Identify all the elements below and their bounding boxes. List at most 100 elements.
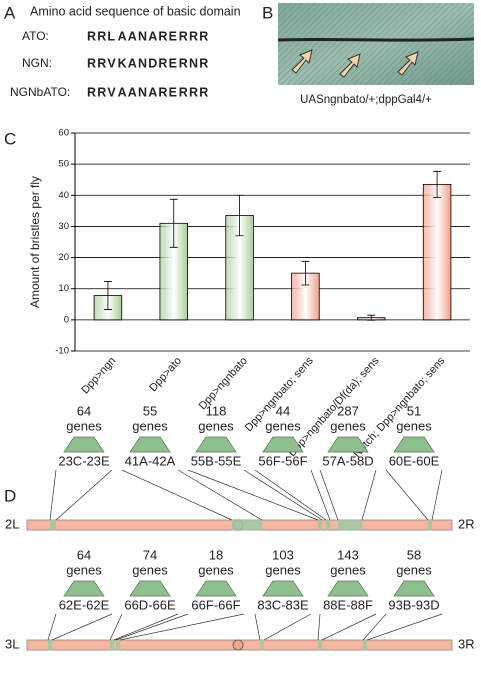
panel-letter: D (4, 486, 16, 505)
residue: R (189, 29, 198, 43)
residue: R (97, 85, 106, 99)
connector (310, 469, 331, 521)
connector (361, 469, 377, 521)
y-axis-label: Amount of bristles per fly (28, 176, 42, 308)
residue: R (189, 85, 198, 99)
arm-label: 3L (5, 636, 19, 651)
panel-letter: C (4, 129, 16, 148)
connector (47, 613, 57, 641)
connector (321, 613, 377, 641)
gene-count: 74 (143, 547, 157, 562)
connector (121, 469, 233, 521)
sequence-name: NGNbATO: (10, 85, 70, 99)
wing-image (277, 3, 475, 85)
region-label: 41A-42A (125, 453, 176, 468)
region-band (363, 640, 367, 650)
connector (263, 613, 312, 641)
residue: R (158, 29, 167, 43)
region-label: 83C-83E (257, 597, 309, 612)
region-band (48, 640, 52, 650)
gene-count: 44 (276, 403, 290, 418)
cluster-shape (327, 436, 369, 453)
region-label: 66F-66F (191, 597, 240, 612)
gene-unit: genes (132, 418, 168, 433)
connector (113, 613, 179, 641)
region-band (318, 520, 322, 530)
error-bar (433, 170, 442, 198)
arm-label: 2R (458, 516, 475, 531)
residue: A (148, 29, 157, 43)
gene-count: 103 (272, 547, 294, 562)
sequence-name: NGN: (22, 56, 52, 70)
y-tick-label: 20 (58, 252, 69, 263)
connector (366, 613, 443, 641)
region-band (326, 520, 330, 530)
connector (385, 469, 429, 521)
gene-count: 287 (337, 403, 359, 418)
connector (119, 613, 245, 641)
gene-unit: genes (265, 562, 301, 577)
connector (177, 469, 263, 521)
region-band (338, 520, 362, 530)
connector (115, 613, 189, 641)
residue: A (128, 29, 137, 43)
y-tick-label: 30 (58, 221, 69, 232)
gene-unit: genes (330, 562, 366, 577)
cluster-shape (129, 580, 171, 597)
gene-unit: genes (396, 562, 432, 577)
cluster-shape (393, 436, 435, 453)
arm-label: 3R (458, 636, 475, 651)
region-label: 62E-62E (59, 597, 110, 612)
region-label: 23C-23E (58, 453, 110, 468)
region-label: 88E-88F (323, 597, 373, 612)
region-band (318, 640, 322, 650)
residue: R (199, 56, 208, 70)
caption: UASngnbato/+;dppGal4/+ (300, 94, 432, 106)
residue: V (107, 85, 116, 99)
gene-unit: genes (66, 418, 102, 433)
residue: A (118, 29, 127, 43)
y-tick-label: 50 (58, 159, 69, 170)
y-tick-label: 40 (58, 190, 69, 201)
region-band (116, 640, 120, 650)
residue: R (97, 56, 106, 70)
region-band (260, 640, 264, 650)
region-band (110, 640, 114, 650)
bar (422, 183, 452, 321)
residue: A (128, 56, 137, 70)
region-label: 60E-60E (389, 453, 440, 468)
gene-count: 64 (77, 403, 91, 418)
y-tick-label: 10 (58, 283, 69, 294)
region-label: 66D-66E (124, 597, 176, 612)
residue: E (169, 56, 177, 70)
region-band (428, 520, 432, 530)
connector (254, 613, 261, 641)
error-bar (301, 260, 310, 286)
cluster-shape (63, 580, 105, 597)
residue: A (148, 85, 157, 99)
connector (243, 469, 323, 521)
connector (319, 469, 339, 521)
cluster-shape (129, 436, 171, 453)
cluster-shape (195, 580, 237, 597)
residue: V (107, 56, 116, 70)
gene-count: 143 (337, 547, 359, 562)
gene-count: 18 (209, 547, 223, 562)
residue: R (199, 85, 208, 99)
connector (51, 613, 113, 641)
error-bar (169, 198, 178, 248)
residue: R (179, 85, 188, 99)
residue: N (138, 29, 147, 43)
connector (317, 613, 321, 641)
region-label: 57A-58D (322, 453, 373, 468)
panel-title: Amino acid sequence of basic domain (30, 4, 241, 18)
residue: A (128, 85, 137, 99)
residue: R (97, 29, 106, 43)
residue: R (179, 56, 188, 70)
x-tick-label: Dpp>ato (147, 355, 184, 394)
cluster-shape (393, 580, 435, 597)
gene-count: 118 (206, 403, 227, 418)
residue: R (158, 56, 167, 70)
cluster-shape (262, 436, 304, 453)
